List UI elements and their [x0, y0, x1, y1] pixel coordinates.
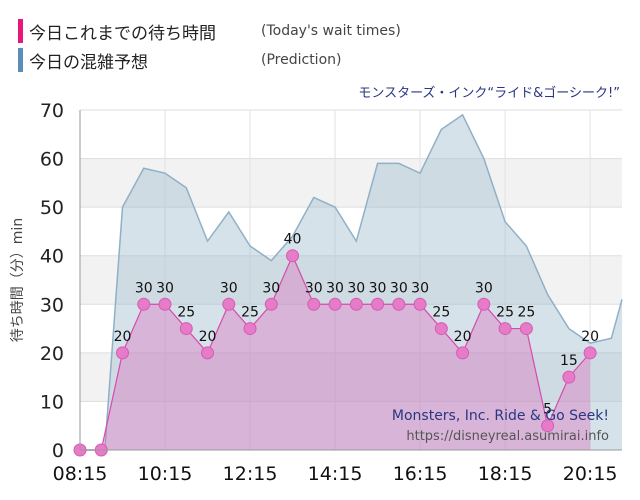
data-label: 25	[496, 305, 514, 321]
legend-actual-english: (Today's wait times)	[261, 23, 401, 39]
x-tick-label: 20:15	[563, 463, 618, 485]
data-label: 30	[347, 280, 365, 296]
legend-actual-label: 今日これまでの待ち時間	[29, 23, 216, 44]
data-label: 15	[560, 353, 578, 369]
data-point	[222, 297, 236, 311]
data-label: 30	[390, 280, 408, 296]
forecast-area	[80, 114, 622, 450]
legend-forecast-label: 今日の混雑予想	[29, 52, 148, 73]
data-point	[583, 346, 597, 360]
data-point	[498, 322, 512, 336]
data-label: 30	[369, 280, 387, 296]
data-point	[371, 297, 385, 311]
y-tick-label: 60	[40, 149, 64, 171]
y-tick-label: 40	[40, 246, 64, 268]
legend-actual-swatch	[18, 19, 23, 43]
data-point	[456, 346, 470, 360]
data-point	[264, 297, 278, 311]
y-tick-label: 30	[40, 294, 64, 316]
y-tick-label: 0	[52, 440, 64, 462]
data-point	[116, 346, 130, 360]
x-tick-label: 12:15	[223, 463, 278, 485]
data-point	[562, 370, 576, 384]
data-label: 30	[220, 280, 238, 296]
legend-forecast-english: (Prediction)	[261, 52, 342, 68]
data-label: 20	[114, 329, 132, 345]
data-point	[434, 322, 448, 336]
data-label: 30	[156, 280, 174, 296]
axes: 0 10 20 30 40 50 60 70 08:15 10:15 12:15 14:15 16:15…	[40, 100, 622, 485]
data-label: 30	[262, 280, 280, 296]
data-point	[541, 419, 555, 433]
legend-actual: 今日これまでの待ち時間 (Today's wait times)	[18, 18, 401, 44]
y-tick-label: 50	[40, 197, 64, 219]
data-point	[179, 322, 193, 336]
data-label: 25	[517, 305, 535, 321]
data-point	[519, 322, 533, 336]
watermark-url: https://disneyreal.asumirai.info	[406, 429, 609, 444]
legend-forecast: 今日の混雑予想 (Prediction)	[18, 47, 341, 73]
data-label: 30	[475, 280, 493, 296]
data-label: 20	[454, 329, 472, 345]
x-tick-label: 10:15	[138, 463, 193, 485]
data-label: 20	[199, 329, 217, 345]
x-tick-label: 16:15	[393, 463, 448, 485]
data-label: 25	[177, 305, 195, 321]
data-label: 25	[432, 305, 450, 321]
forecast-line	[80, 113, 623, 451]
data-point	[286, 249, 300, 263]
data-point	[243, 322, 257, 336]
data-label: 25	[241, 305, 259, 321]
y-tick-label: 10	[40, 391, 64, 413]
data-point	[201, 346, 215, 360]
grid-band	[80, 158, 622, 208]
data-point	[158, 297, 172, 311]
x-tick-label: 08:15	[53, 463, 108, 485]
data-point	[137, 297, 151, 311]
data-point	[477, 297, 491, 311]
y-axis-label: 待ち時間（分）min	[10, 218, 26, 342]
data-label: 5	[543, 402, 552, 418]
data-label: 30	[326, 280, 344, 296]
x-tick-label: 18:15	[478, 463, 533, 485]
watermark-title: Monsters, Inc. Ride & Go Seek!	[392, 408, 609, 424]
y-tick-label: 20	[40, 343, 64, 365]
data-point	[413, 297, 427, 311]
legend-forecast-swatch	[18, 48, 23, 72]
data-label: 30	[411, 280, 429, 296]
x-tick-label: 14:15	[308, 463, 363, 485]
y-tick-label: 70	[40, 100, 64, 122]
grid-band	[80, 255, 622, 305]
grid-band	[80, 352, 622, 402]
forecast-series	[80, 113, 623, 451]
data-label: 40	[284, 232, 302, 248]
chart-title: モンスターズ・インク“ライド&ゴーシーク!”	[358, 85, 620, 101]
data-point	[307, 297, 321, 311]
data-point	[349, 297, 363, 311]
data-label: 30	[305, 280, 323, 296]
data-point	[328, 297, 342, 311]
grid-bands	[80, 158, 622, 402]
actual-area	[80, 255, 591, 450]
data-label: 30	[135, 280, 153, 296]
data-point	[392, 297, 406, 311]
data-label: 20	[581, 329, 599, 345]
